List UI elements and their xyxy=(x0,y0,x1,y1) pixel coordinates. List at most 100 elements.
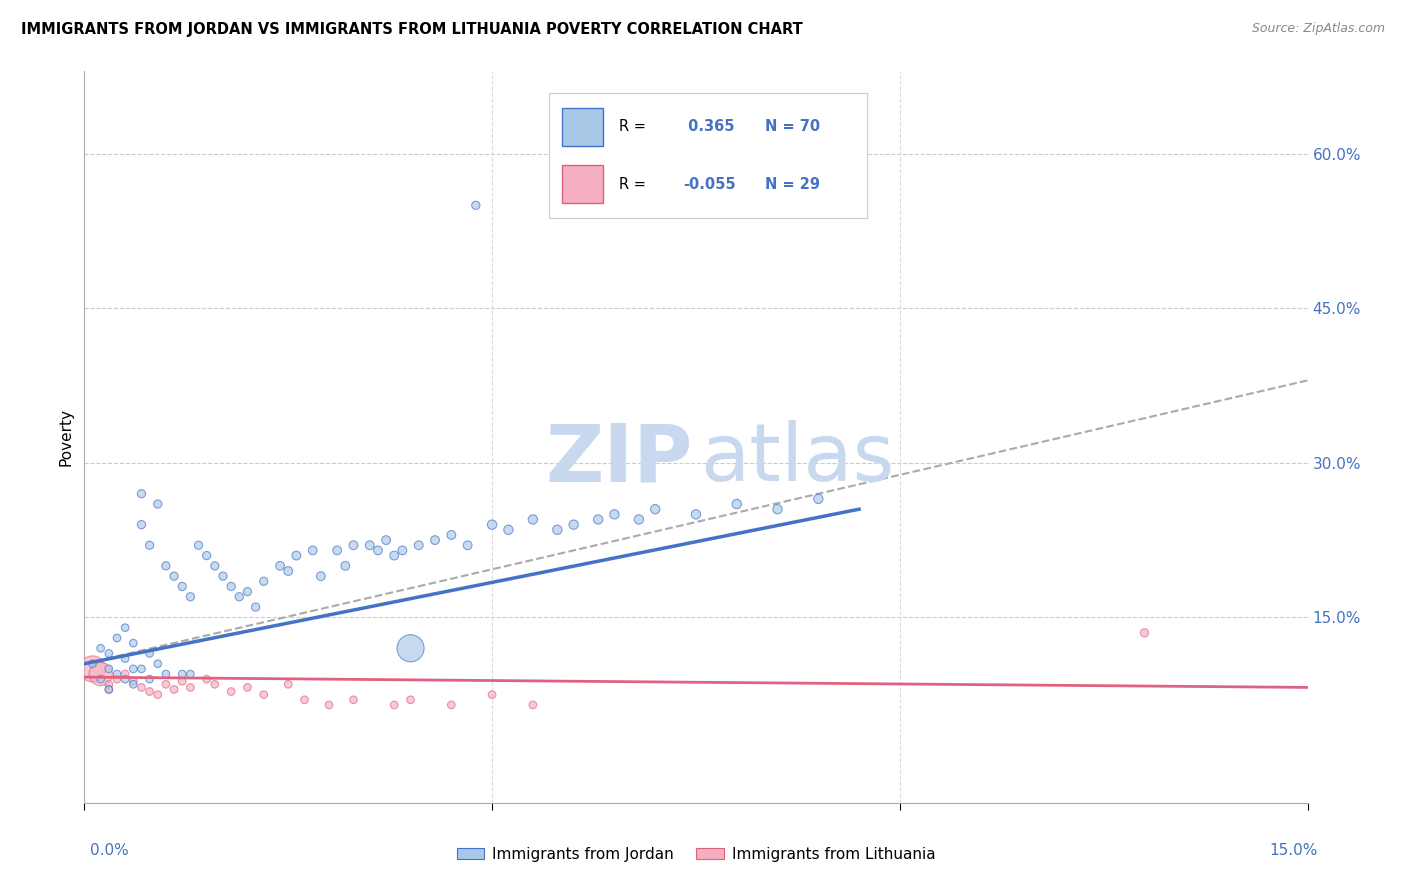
Point xyxy=(195,549,218,563)
Point xyxy=(440,528,463,542)
Point xyxy=(97,682,120,697)
Point xyxy=(90,667,112,681)
Point xyxy=(163,569,186,583)
Point xyxy=(457,538,479,552)
Point xyxy=(138,538,160,552)
Point xyxy=(131,517,153,532)
Point xyxy=(228,590,250,604)
Point xyxy=(294,693,316,707)
Point xyxy=(219,684,242,698)
Point xyxy=(105,667,128,681)
Point xyxy=(122,636,145,650)
Point xyxy=(236,584,259,599)
Point xyxy=(627,512,650,526)
Point xyxy=(481,688,503,702)
Point xyxy=(342,693,364,707)
Point xyxy=(187,538,209,552)
Point xyxy=(172,579,194,593)
Point xyxy=(277,564,299,578)
Point xyxy=(212,569,235,583)
Point xyxy=(105,631,128,645)
Point xyxy=(464,198,486,212)
Point xyxy=(342,538,364,552)
Point xyxy=(335,558,357,573)
Point xyxy=(644,502,666,516)
Point xyxy=(253,574,276,589)
Point xyxy=(391,543,413,558)
Point xyxy=(408,538,430,552)
Point xyxy=(522,512,544,526)
Point xyxy=(277,677,299,691)
Point xyxy=(122,662,145,676)
Point xyxy=(131,681,153,695)
Point xyxy=(725,497,748,511)
Point xyxy=(122,674,145,689)
Text: atlas: atlas xyxy=(700,420,894,498)
Point xyxy=(1133,625,1156,640)
Point xyxy=(318,698,340,712)
Point xyxy=(309,569,332,583)
Point xyxy=(399,641,422,656)
Point xyxy=(114,651,136,665)
Point xyxy=(179,590,201,604)
Point xyxy=(204,677,226,691)
Point xyxy=(172,667,194,681)
Point xyxy=(82,662,104,676)
Point xyxy=(245,600,267,615)
Point xyxy=(382,549,405,563)
Point xyxy=(522,698,544,712)
Point xyxy=(546,523,568,537)
Point xyxy=(97,647,120,661)
Point xyxy=(204,558,226,573)
Text: 0.0%: 0.0% xyxy=(90,843,129,858)
Point xyxy=(155,558,177,573)
Point xyxy=(146,657,169,671)
Point xyxy=(195,672,218,686)
Point xyxy=(90,641,112,656)
Text: IMMIGRANTS FROM JORDAN VS IMMIGRANTS FROM LITHUANIA POVERTY CORRELATION CHART: IMMIGRANTS FROM JORDAN VS IMMIGRANTS FRO… xyxy=(21,22,803,37)
Point xyxy=(423,533,446,547)
Point xyxy=(138,672,160,686)
Point xyxy=(114,621,136,635)
Point xyxy=(498,523,520,537)
Point xyxy=(440,698,463,712)
Point xyxy=(114,667,136,681)
Point xyxy=(481,517,503,532)
Point xyxy=(253,688,276,702)
Point xyxy=(807,491,830,506)
Point xyxy=(285,549,308,563)
Point xyxy=(359,538,381,552)
Point xyxy=(367,543,389,558)
Point xyxy=(146,688,169,702)
Point xyxy=(131,662,153,676)
Point xyxy=(97,682,120,697)
Point xyxy=(155,677,177,691)
Point xyxy=(375,533,398,547)
Point xyxy=(146,497,169,511)
Point xyxy=(114,672,136,686)
Point xyxy=(82,657,104,671)
Point xyxy=(105,672,128,686)
Text: 15.0%: 15.0% xyxy=(1270,843,1317,858)
Point xyxy=(155,667,177,681)
Point xyxy=(138,684,160,698)
Point xyxy=(603,508,626,522)
Point xyxy=(766,502,789,516)
Point xyxy=(586,512,609,526)
Point xyxy=(269,558,291,573)
Text: ZIP: ZIP xyxy=(546,420,692,498)
Text: Source: ZipAtlas.com: Source: ZipAtlas.com xyxy=(1251,22,1385,36)
Point xyxy=(131,487,153,501)
Point xyxy=(172,674,194,689)
Point xyxy=(163,682,186,697)
Point xyxy=(382,698,405,712)
Point xyxy=(138,647,160,661)
Point xyxy=(179,681,201,695)
Point xyxy=(236,681,259,695)
Point xyxy=(562,517,585,532)
Point xyxy=(97,662,120,676)
Point xyxy=(685,508,707,522)
Point xyxy=(179,667,201,681)
Legend: Immigrants from Jordan, Immigrants from Lithuania: Immigrants from Jordan, Immigrants from … xyxy=(450,841,942,868)
Point xyxy=(399,693,422,707)
